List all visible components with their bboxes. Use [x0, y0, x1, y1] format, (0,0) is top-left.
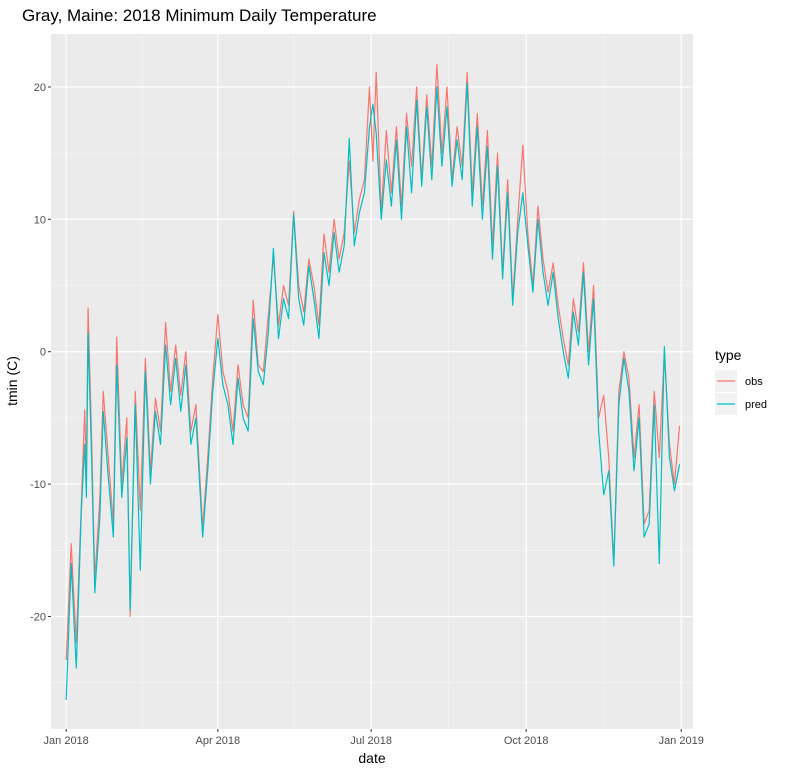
grid-major: [51, 34, 693, 729]
x-tick-label: Oct 2018: [504, 735, 549, 747]
y-axis: -20 -10 0 10 20: [30, 82, 51, 623]
legend-title: type: [715, 347, 742, 363]
series-line-pred: [65, 82, 681, 700]
y-tick-label: 20: [34, 82, 46, 94]
series-layer: [65, 63, 681, 700]
series-line-obs: [65, 63, 681, 661]
legend-label-pred: pred: [745, 399, 767, 411]
x-axis: Jan 2018 Apr 2018 Jul 2018 Oct 2018 Jan 2019: [44, 729, 704, 747]
y-axis-title: tmin (C): [4, 356, 20, 406]
legend-entries: obs pred: [715, 370, 767, 415]
x-tick-label: Jan 2018: [44, 735, 89, 747]
x-axis-title: date: [358, 750, 385, 766]
legend: type obs pred: [715, 347, 767, 415]
chart-title: Gray, Maine: 2018 Minimum Daily Temperat…: [22, 6, 377, 25]
legend-label-obs: obs: [745, 376, 763, 388]
y-tick-label: -20: [30, 611, 46, 623]
x-tick-label: Jul 2018: [350, 735, 392, 747]
x-tick-label: Apr 2018: [195, 735, 240, 747]
x-tick-label: Jan 2019: [659, 735, 704, 747]
y-tick-label: 10: [34, 214, 46, 226]
y-tick-label: 0: [40, 347, 46, 359]
y-tick-label: -10: [30, 479, 46, 491]
